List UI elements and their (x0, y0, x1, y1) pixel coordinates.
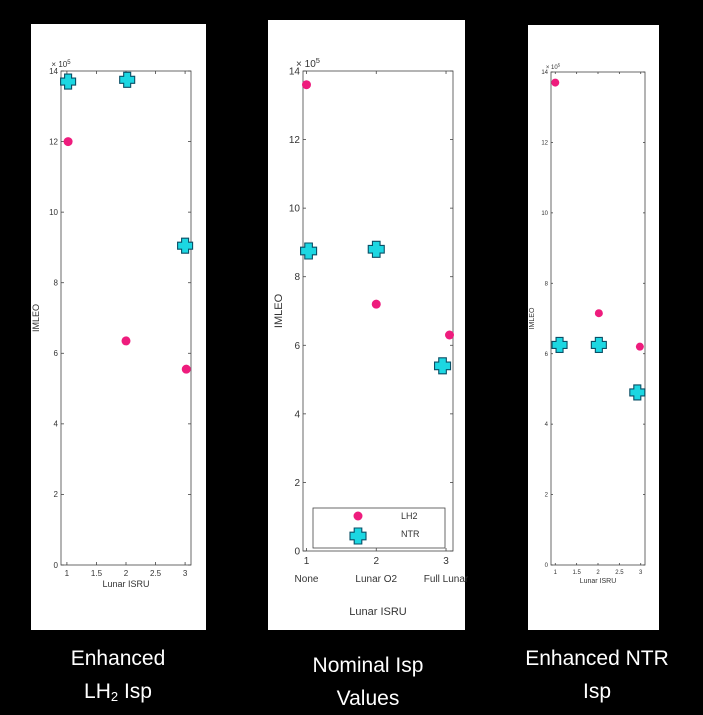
x-tick-label: 2 (124, 569, 129, 578)
x-axis-label: Lunar ISRU (102, 579, 149, 589)
y-exponent-label: × 105 (296, 56, 320, 70)
y-tick-label: 0 (545, 563, 549, 569)
lh2-data-point (301, 80, 311, 90)
plot-area-box (550, 71, 646, 566)
chart-panel-enhanced-ntr: 0 2 4 6 8 10 12 14 1 1.5 2 2.5 3 × 105 Lunar ISRU IMLEO (528, 25, 659, 630)
y-exponent-label: × 105 (51, 60, 71, 69)
caption-subscript: 2 (110, 689, 119, 704)
caption-lh: LH (84, 680, 111, 703)
lh2-data-point (371, 299, 381, 309)
y-tick-label: 6 (294, 341, 300, 352)
chart-svg-enhanced-lh2: 0 2 4 6 8 10 12 14 1 1.5 2 2.5 3 × 105 Lunar ISRU IMLEO (31, 60, 194, 589)
y-exponent-value: 5 (67, 60, 71, 66)
lh2-data-point (121, 336, 131, 346)
ntr-data-point (119, 71, 136, 88)
y-tick-label: 4 (294, 409, 300, 420)
y-tick-label: 8 (294, 272, 300, 283)
y-tick-label: 2 (545, 493, 549, 499)
ntr-data-point (177, 237, 194, 254)
y-tick-label: 8 (54, 279, 59, 288)
ntr-data-point (590, 336, 607, 353)
y-tick-label: 2 (54, 490, 59, 499)
legend-label: LH2 (401, 511, 418, 521)
y-exponent-value: 5 (558, 63, 561, 68)
y-axis-label: IMLEO (31, 304, 41, 332)
y-tick-label: 10 (49, 208, 58, 217)
lh2-data-point (445, 330, 455, 340)
ntr-data-point (300, 242, 318, 260)
y-tick-label: 0 (294, 547, 300, 558)
y-exponent-value: 5 (316, 56, 320, 65)
ntr-data-point (629, 384, 646, 401)
x-category-label: Full Lunar (424, 574, 469, 585)
lh2-data-point (551, 78, 560, 87)
legend-ntr-marker (349, 527, 367, 545)
x-tick-label: 3 (443, 556, 449, 567)
chart-svg-enhanced-ntr: 0 2 4 6 8 10 12 14 1 1.5 2 2.5 3 × 105 Lunar ISRU IMLEO (529, 63, 646, 585)
x-tick-label: 1 (304, 556, 310, 567)
x-category-label: Lunar O2 (355, 574, 397, 585)
lh2-data-point (63, 137, 73, 147)
x-tick-label: 1 (554, 570, 558, 576)
caption-enhanced-ntr: Enhanced NTR Isp (497, 642, 697, 708)
y-tick-label: 12 (289, 135, 301, 146)
lh2-data-point (594, 309, 603, 318)
caption-enhanced-lh2: Enhanced LH2 Isp (18, 642, 218, 713)
lh2-data-point (635, 342, 644, 351)
y-tick-label: 14 (49, 67, 58, 76)
y-tick-label: 14 (289, 67, 301, 78)
caption-line-2: LH2 Isp (18, 675, 218, 713)
caption-line-1: Enhanced NTR (525, 647, 669, 670)
x-tick-label: 1 (65, 569, 70, 578)
plot-area-box (302, 70, 454, 552)
x-category-label: None (295, 574, 319, 585)
x-tick-label: 2.5 (615, 570, 624, 576)
y-tick-label: 10 (289, 204, 301, 215)
x-tick-label: 2.5 (150, 569, 162, 578)
x-tick-label: 2 (373, 556, 379, 567)
y-tick-label: 14 (541, 70, 548, 76)
plot-area-box (60, 70, 192, 566)
y-tick-label: 6 (545, 352, 549, 358)
y-axis-label: IMLEO (273, 293, 285, 328)
ntr-data-point (433, 357, 452, 375)
legend-box (312, 507, 446, 549)
y-exponent-label: × 105 (546, 63, 561, 71)
ntr-data-point (60, 73, 77, 90)
y-tick-label: 8 (545, 281, 549, 287)
caption-isp: Isp (118, 680, 152, 703)
caption-nominal: Nominal Isp Values (268, 649, 468, 715)
x-tick-label: 1.5 (91, 569, 103, 578)
y-tick-label: 12 (541, 141, 548, 147)
legend-label: NTR (401, 529, 420, 539)
x-axis-label: Lunar ISRU (349, 606, 407, 618)
y-tick-label: 6 (54, 349, 59, 358)
caption-line-2: Isp (582, 680, 611, 703)
y-tick-label: 12 (49, 137, 58, 146)
ntr-data-point (551, 336, 568, 353)
caption-line-1: Nominal Isp (312, 654, 424, 677)
y-axis-label: IMLEO (529, 307, 536, 329)
x-tick-label: 3 (639, 570, 643, 576)
chart-panel-nominal: 0 2 4 6 8 10 12 14 1 2 3 None Lunar O2 Full Lunar × 10… (268, 20, 469, 630)
y-tick-label: 2 (294, 478, 300, 489)
caption-line-1: Enhanced (70, 647, 166, 670)
x-tick-label: 1.5 (572, 570, 581, 576)
x-tick-label: 2 (596, 570, 600, 576)
y-tick-label: 4 (545, 422, 549, 428)
caption-line-2: Values (336, 687, 400, 710)
y-tick-label: 0 (54, 561, 59, 570)
x-axis-label: Lunar ISRU (580, 578, 617, 585)
ntr-data-point (367, 240, 385, 258)
y-tick-label: 4 (54, 420, 59, 429)
y-tick-label: 10 (541, 211, 548, 217)
chart-panel-enhanced-lh2: 0 2 4 6 8 10 12 14 1 1.5 2 2.5 3 × 105 Lunar ISRU IMLEO (31, 24, 206, 630)
x-tick-label: 3 (183, 569, 188, 578)
lh2-data-point (181, 364, 191, 374)
legend-lh2-marker (353, 511, 363, 521)
